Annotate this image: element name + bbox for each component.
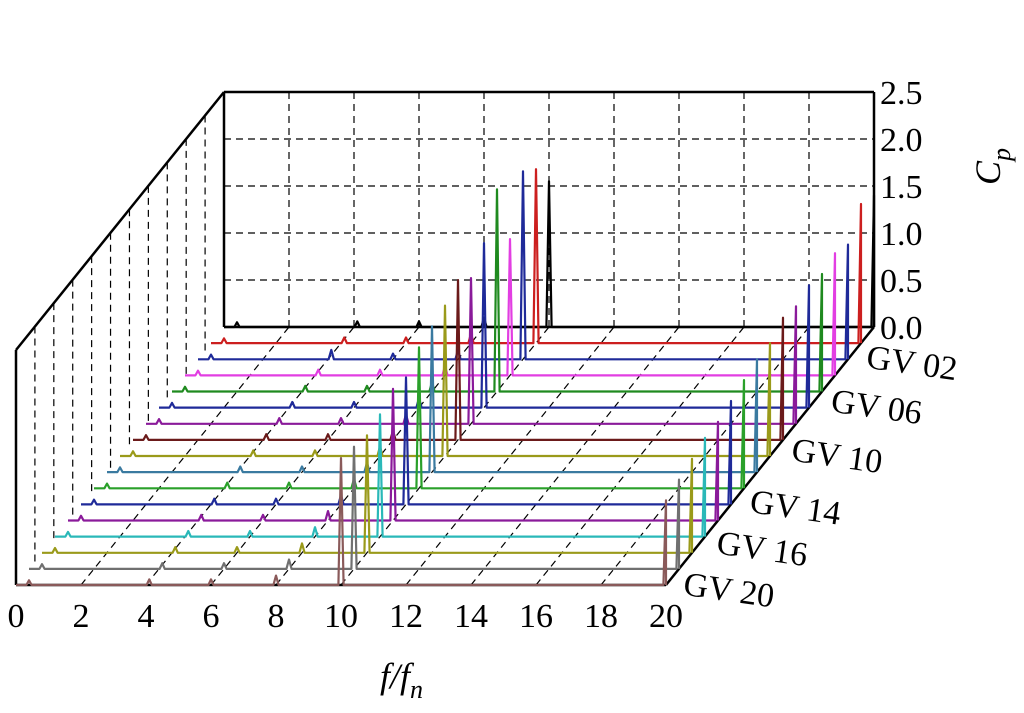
floor-grid-line <box>405 326 615 586</box>
series-trace <box>159 242 811 409</box>
x-tick-label: 20 <box>649 598 683 635</box>
series-trace <box>120 304 772 458</box>
x-tick-label: 12 <box>389 598 423 635</box>
x-tick-label: 18 <box>584 598 618 635</box>
x-axis-title: f/fn <box>380 656 423 704</box>
z-tick-label: 0.0 <box>880 310 923 347</box>
x-tick-label: 4 <box>138 598 155 635</box>
series-trace <box>94 346 746 490</box>
x-tick-label: 10 <box>324 598 358 635</box>
x-tick-labels: 0 2 4 6 8 10 12 14 16 18 20 <box>8 598 684 635</box>
x-tick-label: 14 <box>454 598 488 635</box>
series-trace <box>146 277 798 425</box>
x-tick-label: 6 <box>203 598 220 635</box>
floor-grid-line <box>210 326 420 586</box>
left-top-edge <box>15 91 225 351</box>
series-axis-label: GV 06 <box>829 383 924 432</box>
series-layer <box>16 168 876 587</box>
series-trace <box>185 238 837 377</box>
z-tick-label: 2.0 <box>880 122 923 159</box>
series-trace <box>81 376 733 506</box>
z-tick-label: 2.5 <box>880 75 923 112</box>
series-trace <box>211 168 863 345</box>
floor-grid-line <box>80 326 290 586</box>
series-trace <box>224 180 876 329</box>
series-trace <box>198 170 850 361</box>
x-tick-label: 8 <box>268 598 285 635</box>
z-tick-label: 1.0 <box>880 216 923 253</box>
z-tick-labels: 0.0 0.5 1.0 1.5 2.0 2.5 <box>880 75 923 347</box>
floor-grid-line <box>275 326 485 586</box>
x-tick-label: 2 <box>73 598 90 635</box>
z-tick-label: 1.5 <box>880 169 923 206</box>
floor-grid-line <box>535 326 745 586</box>
floor-grid-line <box>470 326 680 586</box>
series-trace <box>55 413 707 538</box>
z-axis-title: Cp <box>968 148 1016 185</box>
left-wall-grid <box>34 115 206 562</box>
series-axis-label: GV 16 <box>714 525 809 574</box>
floor-grid-line <box>600 326 810 586</box>
series-trace <box>68 387 720 522</box>
series-axis-label: GV 20 <box>681 566 776 615</box>
series-trace <box>172 188 824 393</box>
z-tick-label: 0.5 <box>880 263 923 300</box>
series-trace <box>29 445 681 571</box>
x-tick-label: 16 <box>519 598 553 635</box>
x-tick-label: 0 <box>8 598 25 635</box>
series-axis-label: GV 10 <box>789 432 884 481</box>
series-trace <box>16 457 668 587</box>
series-trace <box>133 279 785 441</box>
series-trace <box>42 434 694 554</box>
series-axis-label: GV 02 <box>864 339 959 388</box>
series-trace <box>107 325 759 474</box>
floor-grid-line <box>340 326 550 586</box>
series-axis-label: GV 14 <box>748 483 843 532</box>
